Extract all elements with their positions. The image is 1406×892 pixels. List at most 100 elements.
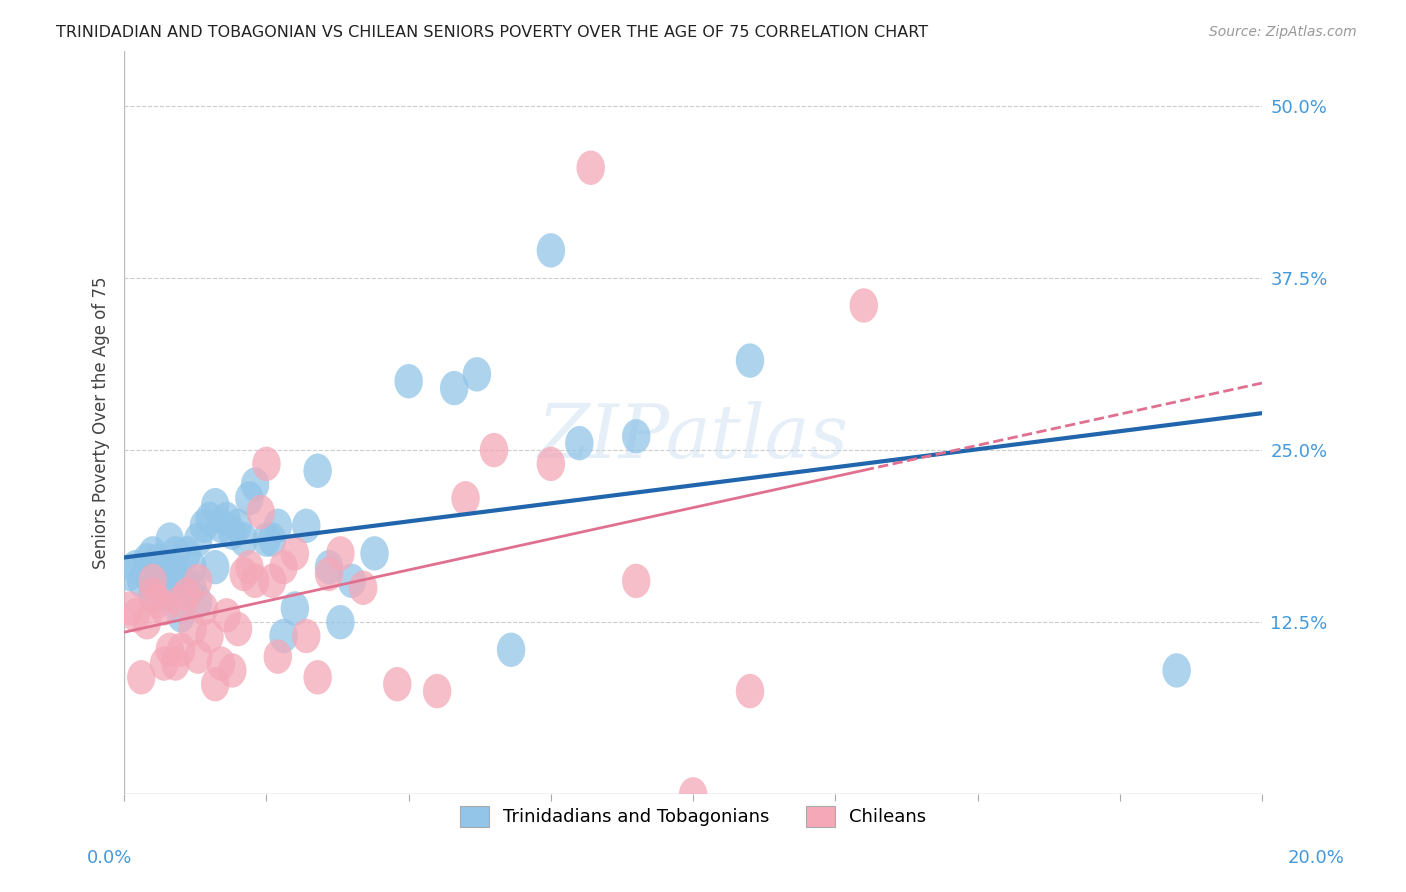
- Ellipse shape: [849, 288, 877, 323]
- Ellipse shape: [150, 577, 179, 612]
- Ellipse shape: [190, 508, 218, 543]
- Ellipse shape: [246, 495, 276, 529]
- Ellipse shape: [440, 371, 468, 405]
- Ellipse shape: [224, 508, 252, 543]
- Ellipse shape: [184, 640, 212, 673]
- Ellipse shape: [326, 605, 354, 640]
- Ellipse shape: [150, 564, 179, 599]
- Ellipse shape: [121, 599, 150, 632]
- Ellipse shape: [537, 233, 565, 268]
- Ellipse shape: [270, 619, 298, 653]
- Ellipse shape: [132, 605, 162, 640]
- Ellipse shape: [240, 564, 270, 599]
- Ellipse shape: [496, 632, 526, 667]
- Ellipse shape: [184, 523, 212, 557]
- Legend: Trinidadians and Tobagonians, Chileans: Trinidadians and Tobagonians, Chileans: [446, 791, 941, 841]
- Ellipse shape: [212, 599, 240, 632]
- Ellipse shape: [121, 550, 150, 584]
- Ellipse shape: [621, 564, 651, 599]
- Ellipse shape: [257, 564, 287, 599]
- Ellipse shape: [382, 667, 412, 701]
- Ellipse shape: [304, 453, 332, 488]
- Ellipse shape: [173, 577, 201, 612]
- Ellipse shape: [270, 550, 298, 584]
- Ellipse shape: [229, 557, 257, 591]
- Ellipse shape: [156, 632, 184, 667]
- Ellipse shape: [304, 660, 332, 695]
- Ellipse shape: [395, 364, 423, 399]
- Ellipse shape: [195, 501, 224, 536]
- Ellipse shape: [156, 550, 184, 584]
- Ellipse shape: [451, 481, 479, 516]
- Ellipse shape: [463, 357, 491, 392]
- Ellipse shape: [190, 591, 218, 625]
- Ellipse shape: [138, 536, 167, 571]
- Ellipse shape: [224, 612, 252, 647]
- Ellipse shape: [218, 653, 246, 688]
- Ellipse shape: [212, 501, 240, 536]
- Ellipse shape: [179, 612, 207, 647]
- Ellipse shape: [735, 673, 765, 708]
- Ellipse shape: [138, 577, 167, 612]
- Ellipse shape: [360, 536, 388, 571]
- Text: 0.0%: 0.0%: [87, 849, 132, 867]
- Ellipse shape: [127, 564, 156, 599]
- Ellipse shape: [281, 591, 309, 625]
- Ellipse shape: [479, 433, 508, 467]
- Ellipse shape: [679, 777, 707, 812]
- Ellipse shape: [138, 564, 167, 599]
- Ellipse shape: [145, 584, 173, 619]
- Ellipse shape: [162, 647, 190, 681]
- Ellipse shape: [207, 647, 235, 681]
- Ellipse shape: [162, 557, 190, 591]
- Ellipse shape: [315, 557, 343, 591]
- Ellipse shape: [257, 523, 287, 557]
- Ellipse shape: [218, 516, 246, 550]
- Text: 20.0%: 20.0%: [1288, 849, 1344, 867]
- Ellipse shape: [132, 557, 162, 591]
- Ellipse shape: [235, 481, 263, 516]
- Ellipse shape: [252, 523, 281, 557]
- Text: TRINIDADIAN AND TOBAGONIAN VS CHILEAN SENIORS POVERTY OVER THE AGE OF 75 CORRELA: TRINIDADIAN AND TOBAGONIAN VS CHILEAN SE…: [56, 25, 928, 40]
- Ellipse shape: [167, 584, 195, 619]
- Ellipse shape: [315, 550, 343, 584]
- Ellipse shape: [201, 550, 229, 584]
- Ellipse shape: [235, 550, 263, 584]
- Ellipse shape: [207, 508, 235, 543]
- Ellipse shape: [145, 557, 173, 591]
- Ellipse shape: [162, 536, 190, 571]
- Ellipse shape: [263, 508, 292, 543]
- Ellipse shape: [195, 619, 224, 653]
- Text: ZIPatlas: ZIPatlas: [537, 401, 849, 474]
- Ellipse shape: [292, 508, 321, 543]
- Ellipse shape: [179, 571, 207, 605]
- Ellipse shape: [423, 673, 451, 708]
- Ellipse shape: [337, 564, 366, 599]
- Ellipse shape: [179, 550, 207, 584]
- Ellipse shape: [263, 640, 292, 673]
- Ellipse shape: [735, 343, 765, 378]
- Ellipse shape: [145, 543, 173, 577]
- Y-axis label: Seniors Poverty Over the Age of 75: Seniors Poverty Over the Age of 75: [93, 277, 110, 569]
- Ellipse shape: [201, 667, 229, 701]
- Ellipse shape: [565, 426, 593, 460]
- Ellipse shape: [292, 619, 321, 653]
- Ellipse shape: [150, 647, 179, 681]
- Ellipse shape: [167, 599, 195, 632]
- Ellipse shape: [1163, 653, 1191, 688]
- Ellipse shape: [184, 564, 212, 599]
- Ellipse shape: [240, 467, 270, 501]
- Ellipse shape: [326, 536, 354, 571]
- Ellipse shape: [201, 488, 229, 523]
- Ellipse shape: [576, 151, 605, 185]
- Ellipse shape: [156, 523, 184, 557]
- Ellipse shape: [115, 557, 145, 591]
- Ellipse shape: [150, 591, 179, 625]
- Ellipse shape: [621, 419, 651, 453]
- Ellipse shape: [229, 523, 257, 557]
- Ellipse shape: [127, 660, 156, 695]
- Ellipse shape: [115, 591, 145, 625]
- Ellipse shape: [167, 632, 195, 667]
- Ellipse shape: [132, 543, 162, 577]
- Ellipse shape: [173, 536, 201, 571]
